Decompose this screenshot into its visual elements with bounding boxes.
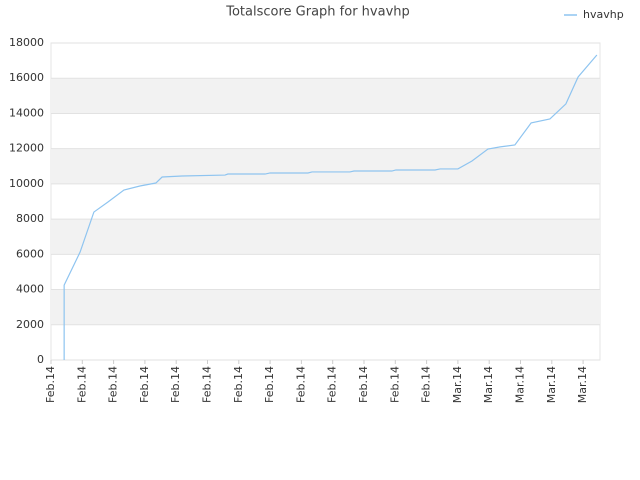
y-tick-label: 16000 [9,71,44,84]
x-tick-label: Feb.14 [420,366,433,403]
series-line [63,54,598,360]
x-tick-label: Mar.14 [513,366,526,403]
x-tick-label: Mar.14 [451,366,464,403]
chart-title: Totalscore Graph for hvavhp [225,5,410,20]
x-tick-label: Feb.14 [169,366,182,403]
legend-label: hvavhp [583,8,624,21]
y-tick-label: 8000 [16,212,44,225]
x-tick-label: Feb.14 [232,366,245,403]
y-tick-label: 12000 [9,142,44,155]
x-tick-label: Mar.14 [482,366,495,403]
y-tick-label: 6000 [16,247,44,260]
x-tick-label: Feb.14 [294,366,307,403]
x-tick-label: Mar.14 [545,366,558,403]
x-tick-label: Feb.14 [44,366,57,403]
x-tick-label: Feb.14 [75,366,88,403]
grid-band [51,148,600,184]
y-tick-label: 18000 [9,36,44,49]
y-tick-label: 0 [37,353,44,366]
x-tick-label: Feb.14 [357,366,370,403]
y-tick-label: 4000 [16,283,44,296]
grid-band [51,219,600,255]
x-tick-label: Mar.14 [576,366,589,403]
y-tick-label: 14000 [9,106,44,119]
x-tick-label: Feb.14 [200,366,213,403]
x-tick-label: Feb.14 [263,366,276,403]
y-tick-label: 2000 [16,318,44,331]
x-tick-label: Feb.14 [326,366,339,403]
x-tick-label: Feb.14 [107,366,120,403]
x-tick-label: Feb.14 [388,366,401,403]
grid-band [51,289,600,325]
y-tick-label: 10000 [9,177,44,190]
x-tick-label: Feb.14 [138,366,151,403]
grid-band [51,78,600,114]
